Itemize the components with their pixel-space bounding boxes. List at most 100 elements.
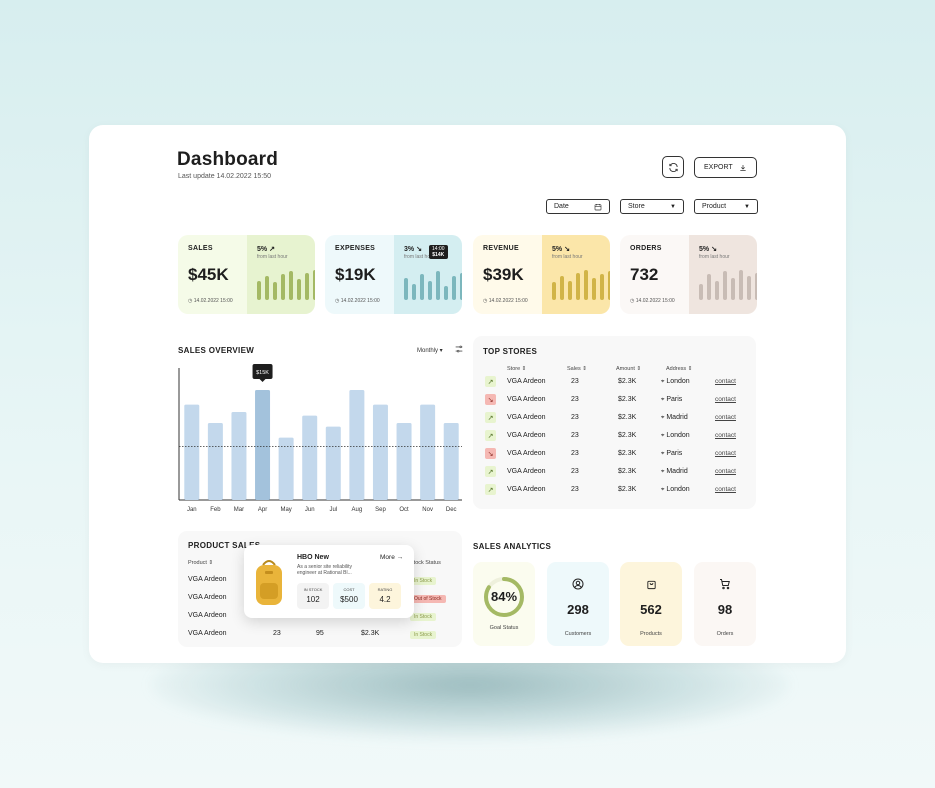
contact-link[interactable]: contact <box>715 396 736 403</box>
product-sold: 95 <box>316 630 324 637</box>
table-row[interactable]: VGA Ardeon 23 95 $2.3K In Stock <box>178 628 462 642</box>
table-row[interactable]: ↗ VGA Ardeon 23 $2.3K ⌖ Madrid contact <box>473 466 756 480</box>
col-stock-status[interactable]: Stock Status <box>410 560 441 566</box>
table-row[interactable]: ↗ VGA Ardeon 23 $2.3K ⌖ London contact <box>473 376 756 390</box>
bar-mar[interactable] <box>231 412 247 500</box>
analytics-customers[interactable]: 298 Customers <box>547 562 609 646</box>
trend-down-icon: ↘ <box>485 448 496 459</box>
pin-icon: ⌖ <box>661 415 665 421</box>
kpi-card-orders[interactable]: ORDERS 732 ◷ 14.02.2022 15:00 5% ↘ from … <box>620 235 757 314</box>
trend-down-icon: ↘ <box>485 394 496 405</box>
user-icon <box>572 577 584 595</box>
bar-apr[interactable] <box>255 390 271 500</box>
table-row[interactable]: ↗ VGA Ardeon 23 $2.3K ⌖ London contact <box>473 484 756 498</box>
period-select[interactable]: Monthly ▾ <box>417 348 443 354</box>
col-product[interactable]: Product ⇕ <box>188 560 214 566</box>
store-address: ⌖ Madrid <box>661 414 688 421</box>
top-stores-panel: TOP STORES Store ⇕ Sales ⇕ Amount ⇕ Addr… <box>473 336 756 509</box>
table-row[interactable]: ↗ VGA Ardeon 23 $2.3K ⌖ Madrid contact <box>473 412 756 426</box>
kpi-card-revenue[interactable]: REVENUE $39K ◷ 14.02.2022 15:00 5% ↘ fro… <box>473 235 610 314</box>
kpi-card-sales[interactable]: SALES $45K ◷ 14.02.2022 15:00 5% ↗ from … <box>178 235 315 314</box>
caret-down-icon: ▼ <box>744 203 750 210</box>
analytics-orders[interactable]: 98 Orders <box>694 562 756 646</box>
kpi-date: ◷ 14.02.2022 15:00 <box>483 298 528 304</box>
contact-link[interactable]: contact <box>715 486 736 493</box>
goal-progress-ring: 84% <box>482 575 526 619</box>
trend-up-icon: ↗ <box>485 430 496 441</box>
bar-dec[interactable] <box>443 423 459 500</box>
top-stores-title: TOP STORES <box>483 347 538 356</box>
col-store[interactable]: Store ⇕ <box>507 366 527 372</box>
product-qty: 23 <box>273 630 281 637</box>
kpi-label: EXPENSES <box>335 245 376 252</box>
table-row[interactable]: VGA Ardeon Out of Stock <box>178 592 462 606</box>
bar-aug[interactable] <box>349 390 365 500</box>
tick-label: Dec <box>446 507 457 513</box>
table-row[interactable]: ↘ VGA Ardeon 23 $2.3K ⌖ Paris contact <box>473 394 756 408</box>
col-amount[interactable]: Amount ⇕ <box>616 366 642 372</box>
bar-sep[interactable] <box>372 404 388 500</box>
kpi-bar <box>428 281 432 300</box>
bar-may[interactable] <box>278 437 294 500</box>
analytics-caption: Customers <box>564 631 592 637</box>
contact-link[interactable]: contact <box>715 432 736 439</box>
bar-jul[interactable] <box>325 426 341 500</box>
bar-oct[interactable] <box>396 423 412 500</box>
contact-link[interactable]: contact <box>715 378 736 385</box>
product-popup[interactable]: HBO New More → As a senior site reliabil… <box>244 545 414 618</box>
store-filter[interactable]: Store ▼ <box>620 199 684 214</box>
bar-jun[interactable] <box>302 415 318 500</box>
analytics-products[interactable]: 562 Products <box>620 562 682 646</box>
col-address[interactable]: Address ⇕ <box>666 366 693 372</box>
kpi-from: from last hour <box>404 254 435 260</box>
contact-link[interactable]: contact <box>715 468 736 475</box>
kpi-bar <box>576 273 580 300</box>
kpi-value: $45K <box>188 265 229 284</box>
kpi-from: from last hour <box>257 254 288 260</box>
kpi-mini-chart <box>699 270 757 300</box>
bar-jan[interactable] <box>184 404 200 500</box>
date-filter[interactable]: Date <box>546 199 610 214</box>
table-row[interactable]: VGA Ardeon In Stock <box>178 574 462 588</box>
kpi-date: ◷ 14.02.2022 15:00 <box>188 298 233 304</box>
bar-feb[interactable] <box>207 423 223 500</box>
pin-icon: ⌖ <box>661 451 665 457</box>
analytics-value: 298 <box>567 602 589 617</box>
analytics-caption: Goal Status <box>489 625 519 631</box>
kpi-date: ◷ 14.02.2022 15:00 <box>630 298 675 304</box>
product-name: VGA Ardeon <box>188 612 227 619</box>
store-amount: $2.3K <box>618 432 637 439</box>
table-row[interactable]: ↗ VGA Ardeon 23 $2.3K ⌖ London contact <box>473 430 756 444</box>
sliders-icon[interactable] <box>454 344 464 354</box>
caret-down-icon: ▼ <box>670 203 676 210</box>
kpi-card-expenses[interactable]: EXPENSES $19K ◷ 14.02.2022 15:00 3% ↘ fr… <box>325 235 462 314</box>
trend-arrow-icon: ↘ <box>416 246 422 253</box>
refresh-button[interactable] <box>662 156 684 178</box>
analytics-goal-status[interactable]: 84% Goal Status <box>473 562 535 646</box>
kpi-from: from last hour <box>552 254 583 260</box>
pin-icon: ⌖ <box>661 469 665 475</box>
kpi-bar <box>257 281 261 300</box>
kpi-change: 5% ↘ <box>699 246 717 253</box>
tooltip-pointer <box>259 379 266 382</box>
contact-link[interactable]: contact <box>715 414 736 421</box>
analytics-value: 562 <box>640 602 662 617</box>
store-name: VGA Ardeon <box>507 450 546 457</box>
product-filter[interactable]: Product ▼ <box>694 199 758 214</box>
trend-up-icon: ↗ <box>485 376 496 387</box>
store-address: ⌖ London <box>661 486 690 493</box>
store-sales: 23 <box>571 414 579 421</box>
bar-nov[interactable] <box>420 404 436 500</box>
tick-label: Jan <box>187 507 197 513</box>
table-row[interactable]: VGA Ardeon In Stock <box>178 610 462 624</box>
popup-stat-cost: COST $500 <box>333 583 365 609</box>
kpi-bar <box>460 273 462 300</box>
table-row[interactable]: ↘ VGA Ardeon 23 $2.3K ⌖ Paris contact <box>473 448 756 462</box>
popup-more-link[interactable]: More → <box>380 554 404 561</box>
col-sales[interactable]: Sales ⇕ <box>567 366 587 372</box>
sales-overview-chart: Jan Feb Mar Apr $15K May Jun Jul Aug Sep Oct Nov Dec <box>178 364 462 513</box>
store-name: VGA Ardeon <box>507 378 546 385</box>
contact-link[interactable]: contact <box>715 450 736 457</box>
export-button[interactable]: EXPORT <box>694 157 757 178</box>
tick-label: May <box>280 507 291 513</box>
